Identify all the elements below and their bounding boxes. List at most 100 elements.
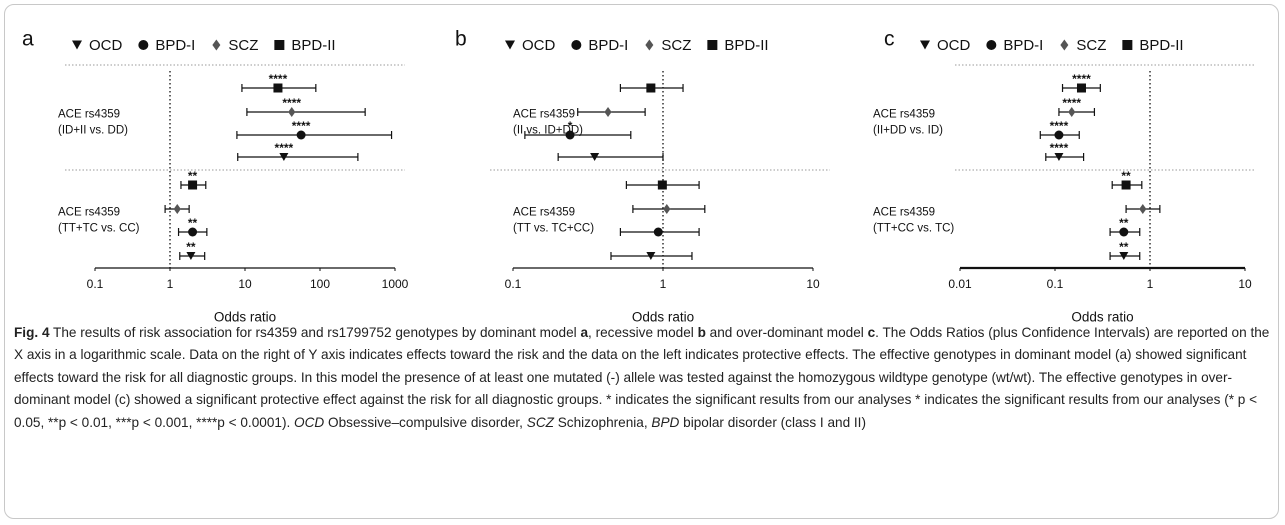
- point-estimate: [663, 204, 671, 214]
- panel-label: b: [455, 28, 467, 51]
- legend-marker: [645, 39, 654, 51]
- legend-label: BPD-I: [588, 37, 628, 54]
- caption-text: b: [697, 325, 706, 340]
- legend-marker: [707, 40, 718, 50]
- caption-text: OCD: [294, 414, 325, 430]
- legend-marker: [505, 40, 515, 50]
- point-estimate: [173, 204, 181, 214]
- point-estimate: [288, 107, 296, 117]
- point-estimate: [1076, 83, 1086, 93]
- point-estimate: [186, 251, 196, 261]
- legend-label: BPD-I: [1003, 37, 1043, 54]
- group-label: (TT+TC vs. CC): [58, 223, 140, 235]
- figure-frame: [4, 4, 1279, 519]
- legend-marker: [1122, 40, 1133, 50]
- significance-label: ****: [1050, 119, 1069, 133]
- group-label: ACE rs4359: [58, 109, 120, 121]
- significance-label: ****: [1062, 96, 1081, 110]
- significance-label: *: [568, 119, 573, 133]
- caption-text: and over-dominant model: [705, 325, 868, 340]
- x-tick-label: 1: [1147, 277, 1154, 291]
- point-estimate: [279, 152, 289, 162]
- caption-text: , recessive model: [588, 325, 698, 340]
- significance-label: **: [1121, 169, 1131, 183]
- point-estimate: [273, 83, 283, 93]
- x-tick-label: 100: [310, 277, 330, 291]
- point-estimate: [1139, 204, 1147, 214]
- legend-label: SCZ: [661, 37, 691, 54]
- group-label: ACE rs4359: [58, 207, 120, 219]
- significance-label: ****: [1072, 72, 1091, 86]
- legend-marker: [1060, 39, 1069, 51]
- point-estimate: [1119, 227, 1129, 237]
- legend-label: BPD-II: [291, 37, 335, 54]
- x-tick-label: 10: [806, 277, 820, 291]
- x-tick-label: 1: [167, 277, 174, 291]
- significance-label: ****: [275, 141, 294, 155]
- panel-label: c: [884, 28, 895, 51]
- x-axis-title: Odds ratio: [1071, 310, 1133, 322]
- caption-text: . The Odds Ratios (plus Confidence Inter…: [14, 325, 1270, 430]
- point-estimate: [1054, 130, 1064, 140]
- x-tick-label: 0.1: [1047, 277, 1064, 291]
- caption: Fig. 4 The results of risk association f…: [14, 322, 1276, 434]
- point-estimate: [604, 107, 612, 117]
- caption-text: bipolar disorder (class I and II): [679, 414, 866, 430]
- legend-marker: [212, 39, 221, 51]
- group-label: ACE rs4359: [873, 207, 935, 219]
- group-label: (TT vs. TC+CC): [513, 223, 594, 235]
- group-label: (TT+CC vs. TC): [873, 223, 954, 235]
- group-label: ACE rs4359: [513, 109, 575, 121]
- x-axis-title: Odds ratio: [214, 310, 276, 322]
- point-estimate: [296, 130, 306, 140]
- caption-text: Schizophrenia,: [553, 414, 652, 430]
- caption-text: The results of risk association for rs43…: [49, 325, 581, 340]
- group-label: ACE rs4359: [513, 207, 575, 219]
- caption-text: Obsessive–compulsive disorder,: [324, 414, 527, 430]
- significance-label: **: [188, 169, 198, 183]
- caption-text: a: [580, 325, 589, 340]
- caption-text: c: [867, 325, 876, 340]
- legend-marker: [920, 40, 930, 50]
- legend-label: BPD-II: [724, 37, 768, 54]
- significance-label: ****: [1050, 141, 1069, 155]
- legend-marker: [571, 40, 582, 50]
- point-estimate: [1119, 251, 1129, 261]
- figure: a OCD BPD-I SCZ BPD-II 0.1 1 10 100 1000 Odds rati…: [22, 28, 1255, 322]
- point-estimate: [188, 227, 198, 237]
- legend-label: OCD: [522, 37, 556, 54]
- legend-label: SCZ: [1076, 37, 1106, 54]
- legend-label: OCD: [937, 37, 971, 54]
- legend-label: SCZ: [228, 37, 258, 54]
- point-estimate: [1121, 180, 1131, 190]
- significance-label: ****: [292, 119, 311, 133]
- significance-label: **: [188, 216, 198, 230]
- x-tick-label: 0.1: [87, 277, 104, 291]
- x-tick-label: 10: [238, 277, 252, 291]
- point-estimate: [590, 152, 600, 162]
- significance-label: **: [1119, 216, 1129, 230]
- legend-marker: [72, 40, 82, 50]
- caption-text: Fig. 4: [14, 325, 50, 340]
- legend-marker: [274, 40, 285, 50]
- point-estimate: [657, 180, 667, 190]
- x-tick-label: 1: [660, 277, 667, 291]
- point-estimate: [565, 130, 575, 140]
- point-estimate: [653, 227, 663, 237]
- significance-label: ****: [269, 72, 288, 86]
- legend-label: OCD: [89, 37, 123, 54]
- point-estimate: [646, 251, 656, 261]
- group-label: (II vs. ID+DD): [513, 125, 583, 137]
- significance-label: **: [1119, 240, 1129, 254]
- group-label: ACE rs4359: [873, 109, 935, 121]
- point-estimate: [1054, 152, 1064, 162]
- legend-marker: [986, 40, 997, 50]
- significance-label: ****: [282, 96, 301, 110]
- point-estimate: [188, 180, 198, 190]
- legend-marker: [138, 40, 149, 50]
- legend-label: BPD-I: [155, 37, 195, 54]
- x-tick-label: 10: [1238, 277, 1252, 291]
- x-tick-label: 1000: [382, 277, 409, 291]
- caption-text: SCZ: [526, 414, 554, 430]
